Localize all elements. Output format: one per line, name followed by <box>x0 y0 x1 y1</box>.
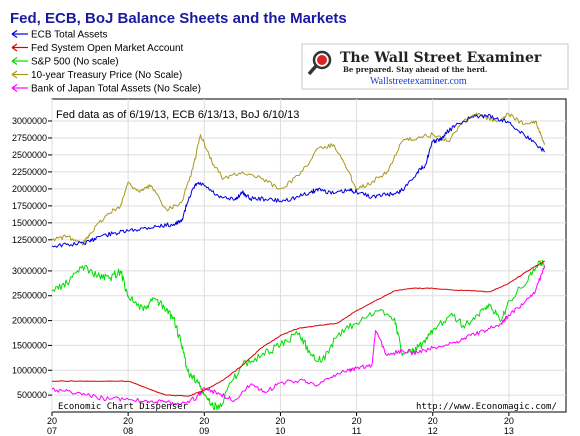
legend-label: ECB Total Assets <box>31 30 108 41</box>
upper-y-axis: 3000000 2750000 2500000 2250000 2000000 17500… <box>12 116 52 245</box>
x-tick-label-year: 11 <box>352 426 361 436</box>
x-tick-label-century: 20 <box>428 416 438 426</box>
legend-arrow-icon <box>11 70 18 79</box>
legend-arrow-icon <box>11 43 18 52</box>
logo-tagline: Be prepared. Stay ahead of the herd. <box>343 65 487 74</box>
series-line-bank-of-japan-total-assets-no-scale <box>51 265 546 406</box>
lower-y-tick-label: 2500000 <box>12 291 47 301</box>
magnifier-logo-icon <box>307 50 332 76</box>
x-tick-label-century: 20 <box>275 416 285 426</box>
upper-y-tick-label: 1750000 <box>12 201 47 211</box>
lower-y-axis: 3000000 2500000 2000000 1500000 1000000 50000… <box>12 266 52 400</box>
legend-item-ecb-total-assets: ECB Total Assets <box>11 30 108 41</box>
data-note: Fed data as of 6/19/13, ECB 6/13/13, BoJ… <box>56 109 299 121</box>
legend-item-10-year-treasury-price-no-scale: 10-year Treasury Price (No Scale) <box>11 70 182 81</box>
upper-y-tick-label: 2250000 <box>12 167 47 177</box>
x-tick-label-year: 12 <box>428 426 438 436</box>
legend-label: Fed System Open Market Account <box>31 43 184 54</box>
series-line-ecb-total-assets <box>51 114 545 248</box>
lower-y-tick-label: 2000000 <box>12 316 47 326</box>
lower-y-tick-label: 500000 <box>17 390 47 400</box>
legend-item-s-p-500-no-scale: S&P 500 (No scale) <box>11 57 119 68</box>
x-tick-label-century: 20 <box>352 416 362 426</box>
upper-y-tick-label: 3000000 <box>12 116 47 126</box>
series-line-s-p-500-no-scale <box>51 259 546 411</box>
legend-label: S&P 500 (No scale) <box>31 57 119 68</box>
series-group <box>51 112 546 411</box>
chart-title: Fed, ECB, BoJ Balance Sheets and the Mar… <box>10 10 347 27</box>
legend-label: Bank of Japan Total Assets (No Scale) <box>31 84 201 95</box>
lower-y-tick-label: 3000000 <box>12 266 47 276</box>
x-tick-label-century: 20 <box>504 416 514 426</box>
upper-y-tick-label: 2750000 <box>12 133 47 143</box>
legend: ECB Total Assets Fed System Open Market A… <box>11 30 201 95</box>
upper-y-tick-label: 1250000 <box>12 235 47 245</box>
x-tick-label-century: 20 <box>199 416 209 426</box>
upper-y-tick-label: 2000000 <box>12 184 47 194</box>
lower-y-tick-label: 1000000 <box>12 365 47 375</box>
x-tick-label-year: 08 <box>123 426 133 436</box>
x-tick-label-year: 07 <box>47 426 57 436</box>
plot-area <box>51 98 567 413</box>
legend-arrow-icon <box>11 30 18 38</box>
series-line-10-year-treasury-price-no-scale <box>51 112 546 246</box>
upper-y-tick-label: 1500000 <box>12 218 47 228</box>
upper-y-tick-label: 2500000 <box>12 150 47 160</box>
x-tick-label-year: 09 <box>199 426 209 436</box>
legend-arrow-icon <box>11 57 18 65</box>
wall-street-examiner-logo: The Wall Street Examiner Be prepared. St… <box>301 43 569 90</box>
x-tick-label-year: 10 <box>275 426 285 436</box>
legend-item-bank-of-japan-total-assets-no-scale: Bank of Japan Total Assets (No Scale) <box>11 84 201 95</box>
series-line-fed-system-open-market-account <box>51 260 545 397</box>
logo-url: Wallstreetexaminer.com <box>370 76 467 87</box>
legend-label: 10-year Treasury Price (No Scale) <box>31 70 182 81</box>
logo-title: The Wall Street Examiner <box>340 50 542 66</box>
legend-arrow-icon <box>11 84 18 92</box>
x-tick-label-century: 20 <box>123 416 133 426</box>
legend-item-fed-system-open-market-account: Fed System Open Market Account <box>11 43 184 54</box>
grid <box>51 99 566 412</box>
credit-right: http://www.Economagic.com/ <box>416 402 557 412</box>
lower-y-tick-label: 1500000 <box>12 340 47 350</box>
x-tick-label-century: 20 <box>47 416 57 426</box>
credit-left: Economic Chart Dispenser <box>58 402 189 412</box>
x-tick-label-year: 13 <box>504 426 514 436</box>
